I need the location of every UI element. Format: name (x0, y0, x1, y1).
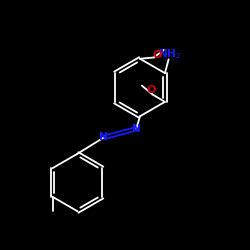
Text: N: N (132, 124, 140, 134)
Text: NH$_2$: NH$_2$ (158, 47, 182, 61)
Text: N: N (100, 132, 108, 142)
Text: O: O (146, 85, 156, 95)
Text: O: O (153, 50, 162, 60)
